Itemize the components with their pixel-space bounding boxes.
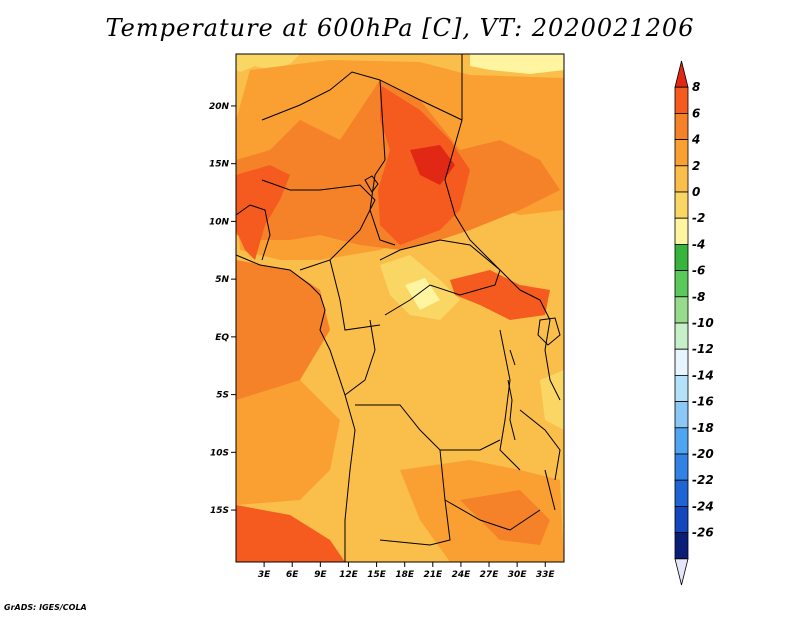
lon-tick-label: 12E [339, 570, 359, 580]
border-nigeria [261, 179, 376, 271]
colorbar-swatch [674, 86, 689, 114]
contour-red-west [236, 165, 290, 260]
lat-tick-label: 10S [210, 448, 229, 458]
colorbar-swatch [674, 453, 689, 481]
colorbar-swatch [674, 165, 689, 193]
map-border [235, 53, 565, 563]
border-car-drc [379, 239, 501, 316]
contour-hot-core [410, 145, 455, 185]
border-algeria-niger [261, 71, 381, 121]
lon-tick-label: 21E [423, 570, 443, 580]
colorbar-label: -16 [692, 395, 714, 409]
colorbar-swatch [674, 296, 689, 324]
border-congo-drc [344, 319, 376, 396]
longitude-axis: 3E 6E 9E 12E 15E 18E 21E 24E 27E 30E 33E [258, 562, 556, 580]
lon-tick-label: 6E [286, 570, 299, 580]
colorbar-swatch [674, 217, 689, 245]
lake-tanganyika [507, 379, 516, 441]
colorbar-swatch [674, 505, 689, 533]
colorbar-label: -14 [692, 368, 714, 382]
lake-malawi [544, 469, 556, 511]
border-angola-zambia [379, 449, 451, 546]
colorbar-label: -8 [692, 290, 705, 304]
contour-yellow-north [236, 54, 300, 72]
lon-tick-label: 9E [314, 570, 327, 580]
border-cameroon-car [329, 259, 381, 331]
lon-tick-label: 24E [452, 570, 472, 580]
colorbar-label: -2 [692, 211, 705, 225]
colorbar-swatch [674, 532, 689, 560]
lakes [364, 175, 561, 511]
lon-tick-label: 15E [367, 570, 387, 580]
colorbar-swatch [674, 191, 689, 219]
border-drc-east [499, 329, 521, 471]
border-libya-chad [379, 79, 463, 121]
colorbar-swatch [674, 113, 689, 141]
temperature-contours [236, 54, 564, 562]
border-tanzania [519, 409, 561, 481]
colorbar-top-triangle [674, 60, 689, 88]
lake-kivu [509, 349, 516, 366]
lon-tick-label: 33E [536, 570, 556, 580]
colorbar-label: -22 [692, 473, 714, 487]
lake-victoria [537, 317, 561, 346]
lat-tick-label: 10N [209, 217, 230, 227]
country-borders [235, 54, 561, 562]
colorbar-swatch [674, 374, 689, 402]
map-area [235, 53, 565, 563]
lon-tick-label: 27E [480, 570, 500, 580]
contour-darkorange-southeast [460, 490, 550, 545]
colorbar-label: 0 [692, 185, 700, 199]
colorbar-label: -12 [692, 342, 714, 356]
grads-credit: GrADS: IGES/COLA [4, 603, 87, 612]
colorbar-swatch [674, 139, 689, 167]
contour-red-east [450, 270, 550, 320]
colorbar-label: 4 [691, 133, 700, 147]
lat-tick-label: 5N [215, 275, 229, 285]
contour-yellow-northeast [470, 54, 564, 74]
colorbar-swatch [674, 322, 689, 350]
lon-tick-label: 18E [395, 570, 415, 580]
border-east-africa [519, 289, 561, 401]
contour-orange-gulf [236, 380, 340, 505]
colorbar-label: -4 [692, 237, 705, 251]
colorbar-swatch [674, 479, 689, 507]
chart-title: Temperature at 600hPa [C], VT: 202002120… [105, 14, 695, 42]
colorbar-label: -6 [692, 264, 705, 278]
contour-red-southwest [236, 505, 345, 562]
colorbar-label: 6 [692, 106, 700, 120]
colorbar-label: -24 [692, 499, 714, 513]
colorbar-label: 2 [692, 159, 700, 173]
contour-yellow-eastafrica [540, 370, 564, 430]
border-zambia-south [444, 499, 541, 531]
lake-chad [364, 175, 379, 193]
colorbar: 8 6 4 2 0 -2 -4 -6 -8 -10 -12 -14 -16 -18 -20 -22 -24 -26 [674, 60, 714, 586]
colorbar-swatch [674, 348, 689, 376]
latitude-axis: 20N 15N 10N 5N EQ 5S 10S 15S [209, 102, 236, 516]
lon-tick-label: 30E [508, 570, 528, 580]
colorbar-swatch [674, 243, 689, 271]
border-westafrica-coast [235, 204, 271, 261]
border-drc-angola [355, 404, 501, 451]
lat-tick-label: 15S [210, 506, 229, 516]
colorbar-bottom-triangle [674, 558, 689, 586]
lat-tick-label: 15N [209, 160, 230, 170]
lat-tick-label: 20N [209, 102, 230, 112]
colorbar-label: -18 [692, 421, 714, 435]
lon-tick-label: 3E [258, 570, 271, 580]
lat-tick-label: EQ [215, 333, 229, 343]
colorbar-swatch [674, 427, 689, 455]
colorbar-label: -10 [692, 316, 714, 330]
contour-paleyellow-drc [405, 278, 440, 310]
lat-tick-label: 5S [216, 391, 229, 401]
coastline-west [235, 254, 356, 562]
colorbar-label: -26 [692, 526, 714, 540]
border-niger-chad [369, 79, 396, 246]
colorbar-label: 8 [692, 80, 700, 94]
colorbar-label: -20 [692, 447, 714, 461]
colorbar-swatch [674, 401, 689, 429]
colorbar-swatch [674, 270, 689, 298]
